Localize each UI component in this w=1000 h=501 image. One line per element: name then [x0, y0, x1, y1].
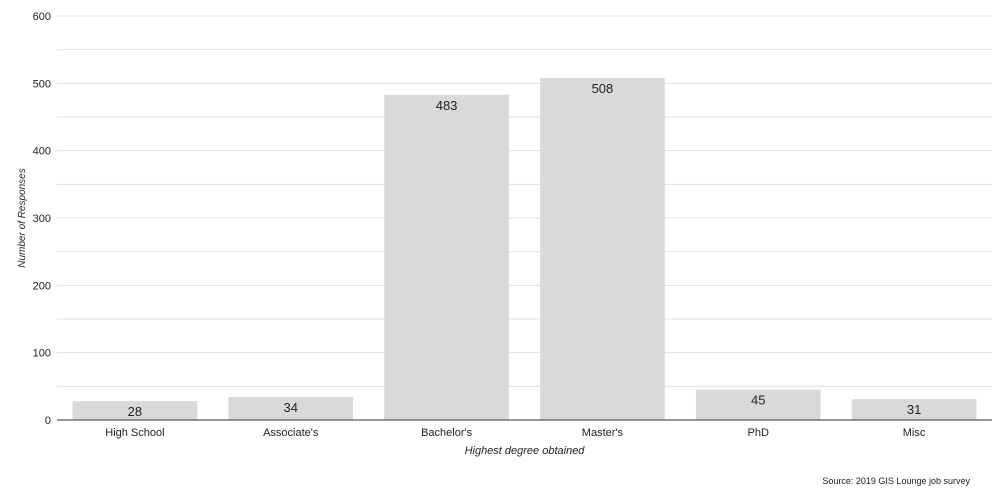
bar [851, 399, 977, 420]
y-tick-label: 400 [33, 146, 51, 158]
x-tick-label: PhD [748, 427, 769, 439]
bar [72, 401, 198, 420]
gridlines [57, 15, 992, 387]
x-tick-label: Misc [903, 427, 926, 439]
x-axis-title: Highest degree obtained [465, 445, 586, 457]
y-tick-label: 0 [45, 415, 51, 427]
x-tick-label: Bachelor's [421, 427, 473, 439]
bars: 28 34 483 508 45 31 [72, 77, 977, 421]
y-tick-label: 500 [33, 78, 51, 90]
bar-value-label: 28 [128, 404, 142, 419]
y-tick-label: 600 [33, 11, 51, 23]
bar-value-label: 34 [284, 400, 298, 415]
bar-value-label: 31 [907, 402, 921, 417]
bar-value-label: 483 [436, 98, 458, 113]
y-axis-title: Number of Responses [17, 168, 28, 268]
bar-value-label: 45 [751, 393, 765, 408]
bar-value-label: 508 [592, 81, 614, 96]
bar [540, 77, 665, 421]
x-tick-label: Associate's [263, 427, 319, 439]
source-note: Source: 2019 GIS Lounge job survey [822, 476, 970, 486]
y-tick-label: 100 [33, 348, 51, 360]
bar [228, 397, 354, 420]
y-tick-label: 300 [33, 213, 51, 225]
axes: 0 100 200 300 400 500 600 High School Associate'… [33, 11, 992, 439]
x-tick-label: Master's [582, 427, 624, 439]
bar [384, 94, 509, 420]
bar [695, 389, 821, 420]
x-tick-label: High School [105, 427, 164, 439]
y-tick-label: 200 [33, 280, 51, 292]
